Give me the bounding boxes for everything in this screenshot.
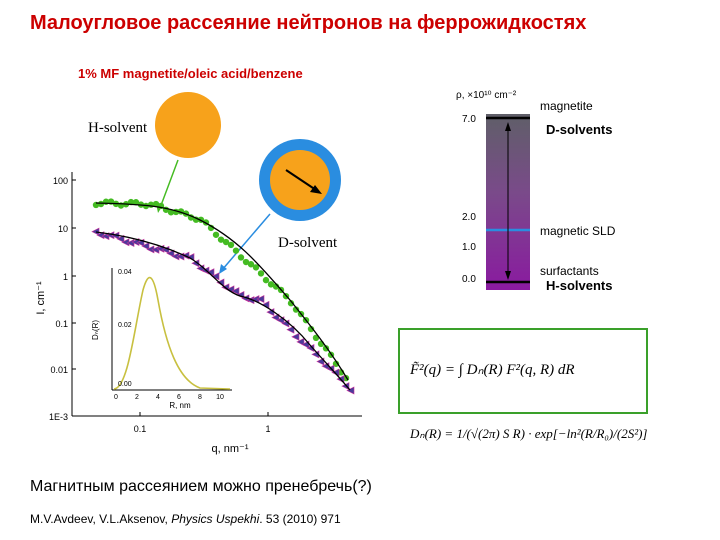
surfactants-label: surfactants [540,264,599,278]
h-solvent-point [222,238,230,246]
h-solvent-point [132,199,140,206]
y-tick-10: 10 [58,224,68,234]
d-solvent-fit-curve [95,231,351,391]
sld-tick-2: 2.0 [462,212,476,223]
h-solvent-point [242,258,250,266]
inset-x-tick-4: 4 [156,394,160,401]
h-solvent-point [167,209,175,216]
form-factor-formula: F̃²(q) = ∫ Dₙ(R) F²(q, R) dR [410,362,575,378]
inset-x-tick-2: 2 [135,394,139,401]
y-tick-0.1: 0.1 [55,319,68,329]
h-solvent-point [247,261,255,268]
h-solvent-point [267,281,275,288]
form-factor-formula-box [398,328,648,414]
y-tick-0.01: 0.01 [50,365,68,375]
h-solvent-label: H-solvent [88,120,148,136]
h-solvent-point [97,200,105,208]
x-tick-0.1: 0.1 [134,424,147,434]
d-solvent-point [256,295,265,304]
y-tick-1e-3: 1E-3 [49,412,68,422]
h-solvent-series [92,198,350,382]
core-radius-arrow-icon [285,169,317,191]
d-solvents-label: D-solvents [546,122,612,137]
d-solvent-pointer-head-icon [219,264,227,274]
h-solvent-point [232,247,240,254]
d-solvent-point [116,234,125,243]
x-axis-label: q, nm⁻¹ [212,443,249,455]
h-solvent-point [307,325,315,333]
h-solvent-point [257,270,265,277]
inset-y-tick-0.02: 0.02 [118,322,132,329]
conclusion-text: Магнитным рассеянием можно пренебречь(?) [30,478,372,495]
inset-x-tick-8: 8 [198,394,202,401]
d-solvent-point [286,325,295,334]
d-solvent-label: D-solvent [278,235,338,251]
inset-x-tick-0: 0 [114,394,118,401]
size-distribution-inset: 0.04 0.02 0.00 0 2 4 6 8 10 R, nm Dₙ(R) [91,268,232,410]
h-solvent-point [252,264,260,271]
sld-header: ρ, ×10¹⁰ cm⁻² [456,90,517,101]
y-tick-100: 100 [53,176,68,186]
sld-tick-1: 1.0 [462,242,476,253]
inset-x-label: R, nm [169,401,191,410]
sld-arrow-top-icon [505,122,511,131]
reference-journal: Physics Uspekhi [171,512,260,526]
d-solvent-point [91,227,100,236]
d-solvent-point [271,313,280,322]
inset-x-tick-10: 10 [216,394,224,401]
inset-x-tick-6: 6 [177,394,181,401]
d-solvent-pointer-icon [221,213,271,271]
inset-y-tick-0.00: 0.00 [118,381,132,388]
y-axis-label: I, cm⁻¹ [35,281,47,315]
inset-y-label: Dₙ(R) [91,320,100,340]
h-solvent-particle-icon [155,92,221,158]
d-solvent-point [296,337,305,346]
h-solvent-point [237,254,245,261]
reference: M.V.Avdeev, V.L.Aksenov, Physics Uspekhi… [30,512,341,526]
slide-title: Малоугловое рассеяние нейтронов на ферро… [30,12,587,34]
sld-tick-0: 0.0 [462,274,476,285]
size-distribution-curve [113,276,231,390]
d-solvent-point [211,272,220,281]
reference-details: . 53 (2010) 971 [259,512,341,526]
d-solvent-point [141,242,150,251]
h-solvent-point [217,236,225,243]
inset-y-tick-0.04: 0.04 [118,269,132,276]
h-solvent-point [262,276,270,284]
h-solvents-label: H-solvents [546,278,612,293]
d-solvent-point [166,249,175,258]
h-solvent-point [152,200,160,208]
size-distribution-formula: Dₙ(R) = 1/(√(2π) S R) · exp[−ln²(R/R₀)/(… [410,426,648,441]
h-solvent-point [332,360,340,367]
x-tick-1: 1 [265,424,270,434]
sld-tick-7: 7.0 [462,114,476,125]
y-tick-1: 1 [63,272,68,282]
h-solvent-point [287,300,295,307]
magnetite-label: magnetite [540,99,593,113]
sld-arrow-bottom-icon [505,271,511,280]
reference-authors: M.V.Avdeev, V.L.Aksenov, [30,512,172,526]
h-solvent-point [227,241,235,249]
h-solvent-point [212,231,220,238]
h-solvent-pointer-icon [159,159,179,209]
d-solvent-point [346,386,355,395]
magnetic-sld-label: magnetic SLD [540,224,616,238]
d-solvent-series [91,227,355,395]
h-solvent-fit-curve [95,202,349,381]
core-radius-arrowhead-icon [310,185,322,194]
d-solvent-point [231,287,240,296]
sample-description: 1% MF magnetite/oleic acid/benzene [78,66,303,81]
h-solvent-point [292,306,300,313]
d-solvent-point [291,332,300,341]
main-plot: 100 10 1 0.1 0.01 1E-3 0.1 1 q, nm⁻¹ I, … [35,172,362,455]
